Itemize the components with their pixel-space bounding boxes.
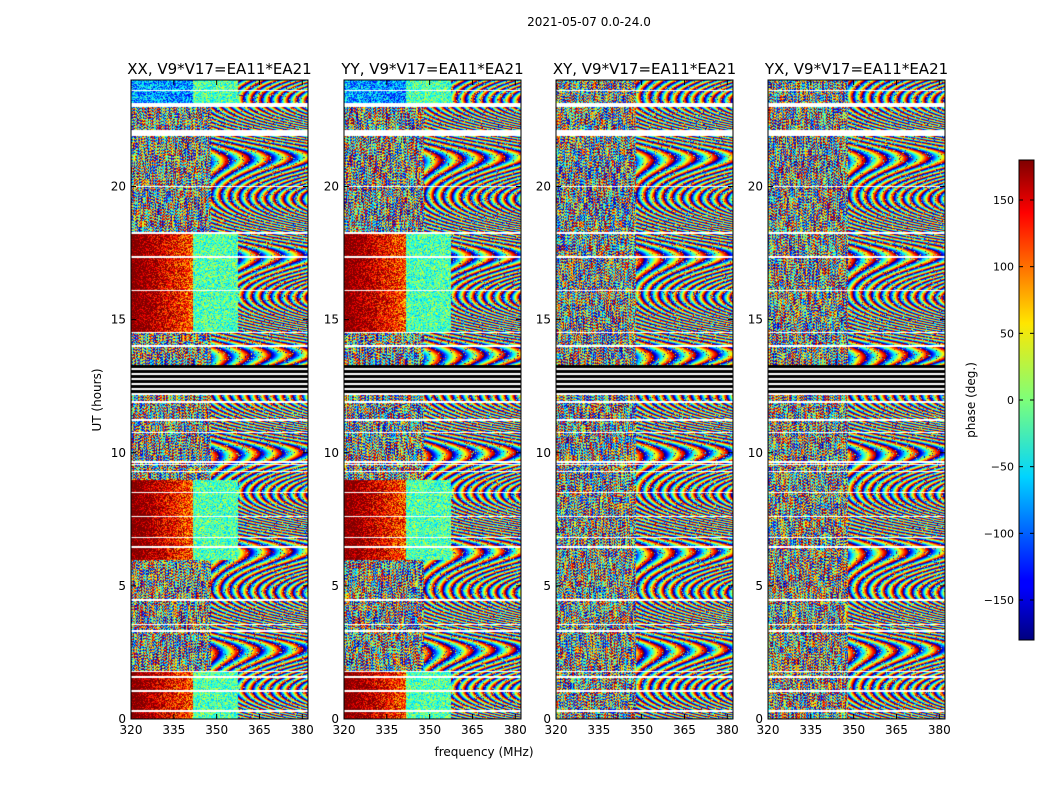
colorbar-label: phase (deg.) [964,362,978,438]
panel-4: YX, V9*V17=EA11*EA21 320 335 350 365 380 0 5 10 1… [748,60,951,737]
panel-4-ytick-label: 20 [748,180,763,194]
panel-4-xtick-label: 320 [757,723,780,737]
colorbar-tick-label: 150 [993,194,1014,207]
panel-1-xtick-label: 365 [248,723,271,737]
panel-2-xtick-label: 335 [375,723,398,737]
panel-3-xtick-label: 335 [587,723,610,737]
panel-2-phase-image [344,80,521,719]
panel-4-ytick-label: 10 [748,446,763,460]
panel-3-xtick-label: 365 [673,723,696,737]
panel-3-xtick-label: 380 [716,723,739,737]
panel-2-title: YY, V9*V17=EA11*EA21 [340,60,523,78]
panel-3-ytick-label: 5 [543,579,551,593]
panel-3-ytick-label: 10 [536,446,551,460]
panel-3-ytick-label: 15 [536,313,551,327]
panel-3-ytick-label: 0 [543,712,551,726]
panel-2: YY, V9*V17=EA11*EA21 320 335 350 365 380 0 5 10 1… [324,60,527,737]
colorbar: phase (deg.) 150 100 50 0 −50 −100 −150 [964,159,1035,641]
panel-2-ytick-label: 0 [331,712,339,726]
panel-2-ytick-label: 5 [331,579,339,593]
panel-4-frame [767,79,946,720]
panel-3: XY, V9*V17=EA11*EA21 320 335 350 365 380 0 5 10 1… [536,60,739,737]
panel-4-title: YX, V9*V17=EA11*EA21 [764,60,948,78]
panel-2-xtick-label: 365 [461,723,484,737]
panel-3-xtick-label: 350 [630,723,653,737]
colorbar-tick-label: 0 [1007,394,1014,407]
panel-2-ytick-label: 20 [324,180,339,194]
panel-1-xtick-label: 380 [291,723,314,737]
panel-3-frame [555,79,734,720]
panel-1-ytick-label: 10 [111,446,126,460]
panel-1-xtick-label: 335 [162,723,185,737]
panel-1-ytick-label: 20 [111,180,126,194]
panel-1: XX, V9*V17=EA11*EA21 320 335 350 365 380 0 5 10 1… [111,60,314,737]
y-axis-label: UT (hours) [90,368,104,431]
panel-3-xtick-label: 320 [545,723,568,737]
colorbar-tick-label: −150 [984,594,1014,607]
panel-4-ytick-label: 0 [755,712,763,726]
panel-2-ytick-label: 10 [324,446,339,460]
panel-1-title: XX, V9*V17=EA11*EA21 [127,60,311,78]
panel-4-xtick-label: 380 [928,723,951,737]
panel-2-frame [343,79,522,720]
panel-2-xtick-label: 320 [333,723,356,737]
panel-4-ytick-label: 5 [755,579,763,593]
colorbar-tick-label: 100 [993,261,1014,274]
panel-1-ytick-label: 5 [118,579,126,593]
panel-3-title: XY, V9*V17=EA11*EA21 [553,60,736,78]
panel-1-xtick-label: 320 [120,723,143,737]
figure-suptitle: 2021-05-07 0.0-24.0 [527,15,651,29]
panel-4-ytick-label: 15 [748,313,763,327]
panel-1-xtick-label: 350 [205,723,228,737]
panel-4-xtick-label: 335 [799,723,822,737]
panel-3-ytick-label: 20 [536,180,551,194]
colorbar-tick-label: −100 [984,527,1014,540]
panel-4-xtick-label: 365 [885,723,908,737]
panel-1-phase-image [131,80,308,719]
panel-1-frame [130,79,309,720]
panels-group: XX, V9*V17=EA11*EA21 320 335 350 365 380 0 5 10 1… [111,60,951,737]
panel-1-ytick-label: 15 [111,313,126,327]
panel-1-ytick-label: 0 [118,712,126,726]
panel-4-xtick-label: 350 [842,723,865,737]
colorbar-tick-label: 50 [1000,327,1014,340]
panel-2-xtick-label: 350 [418,723,441,737]
panel-3-phase-image [556,80,733,719]
panel-4-phase-image [768,80,945,719]
panel-2-ytick-label: 15 [324,313,339,327]
colorbar-tick-label: −50 [991,461,1014,474]
panel-2-xtick-label: 380 [504,723,527,737]
x-axis-label: frequency (MHz) [434,745,533,759]
